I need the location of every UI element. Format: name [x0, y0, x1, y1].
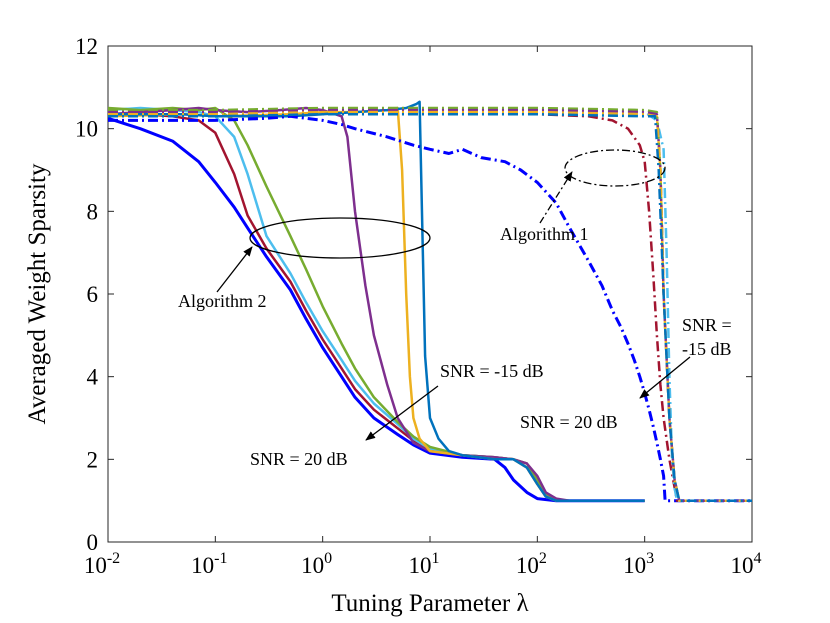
x-tick-label: 101: [409, 550, 440, 578]
snr-right-arrow: [639, 356, 691, 399]
series-line: [108, 106, 645, 502]
x-tick-label: 104: [731, 550, 762, 578]
y-tick-label: 6: [87, 282, 99, 307]
algorithm1-label: Algorithm 1: [500, 224, 589, 244]
snr-neg15-left-label: SNR = -15 dB: [440, 361, 544, 381]
x-axis-title: Tuning Parameter λ: [331, 590, 528, 617]
algorithm1-arrow: [539, 171, 573, 224]
y-axis-title: Averaged Weight Sparsity: [24, 163, 51, 424]
algorithm2-ellipse: [249, 217, 431, 259]
algorithm1-ellipse: [564, 149, 666, 187]
y-tick-label: 4: [87, 365, 99, 390]
x-tick-label: 10-1: [191, 550, 227, 578]
y-tick-label: 2: [87, 447, 99, 472]
y-tick-label: 10: [75, 117, 98, 142]
snr-left-arrow: [365, 385, 439, 441]
x-tick-label: 103: [623, 550, 654, 578]
series-line: [108, 112, 752, 502]
y-tick-label: 8: [87, 199, 99, 224]
snr-20-right-label: SNR = 20 dB: [520, 412, 618, 432]
snr-20-left-label: SNR = 20 dB: [250, 449, 348, 469]
y-axis-ticks: 0 2 4 6 8 10 12: [75, 34, 752, 555]
x-axis-ticks: 10-2 10-1 100 101 102 103 104: [84, 46, 762, 578]
x-tick-label: 102: [516, 550, 547, 578]
x-tick-label: 100: [301, 550, 332, 578]
y-tick-label: 12: [75, 34, 98, 59]
series-line: [108, 116, 645, 503]
series-line: [108, 114, 752, 503]
x-tick-label: 10-2: [84, 550, 120, 578]
y-tick-label: 0: [87, 530, 99, 555]
algorithm2-label: Algorithm 2: [178, 291, 267, 311]
plot-area: [107, 45, 753, 543]
snr-neg15-right-label-line1: SNR =: [682, 315, 732, 335]
series-layer: [108, 100, 752, 503]
snr-neg15-right-label-line2: -15 dB: [682, 339, 732, 359]
algorithm2-arrow: [216, 246, 253, 293]
